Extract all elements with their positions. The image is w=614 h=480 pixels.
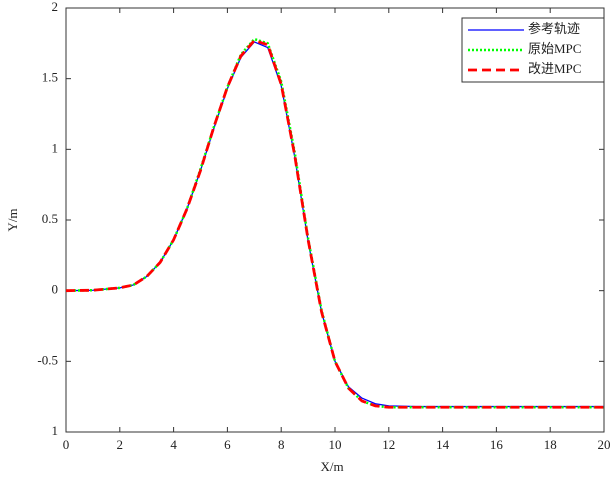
- legend-label: 原始MPC: [528, 41, 581, 56]
- y-tick-label: 2: [52, 0, 59, 14]
- legend-label: 改进MPC: [528, 61, 581, 76]
- x-tick-label: 0: [63, 437, 70, 452]
- y-tick-label: 1: [52, 423, 59, 438]
- x-tick-label: 12: [382, 437, 395, 452]
- y-tick-label: 0: [52, 282, 59, 297]
- x-tick-label: 4: [170, 437, 177, 452]
- y-tick-label: -0.5: [37, 352, 58, 367]
- x-tick-label: 10: [329, 437, 342, 452]
- y-tick-label: 1: [52, 140, 59, 155]
- legend-label: 参考轨迹: [528, 21, 580, 36]
- x-tick-label: 20: [598, 437, 611, 452]
- x-tick-label: 6: [224, 437, 231, 452]
- x-tick-label: 8: [278, 437, 285, 452]
- x-tick-label: 16: [490, 437, 504, 452]
- y-tick-label: 0.5: [42, 211, 58, 226]
- series-line: [65, 38, 604, 409]
- x-tick-label: 18: [544, 437, 557, 452]
- y-axis-label: Y/m: [5, 208, 20, 231]
- y-tick-label: 1.5: [42, 70, 58, 85]
- x-tick-label: 14: [436, 437, 450, 452]
- x-axis-label: X/m: [320, 459, 343, 474]
- x-tick-label: 2: [117, 437, 124, 452]
